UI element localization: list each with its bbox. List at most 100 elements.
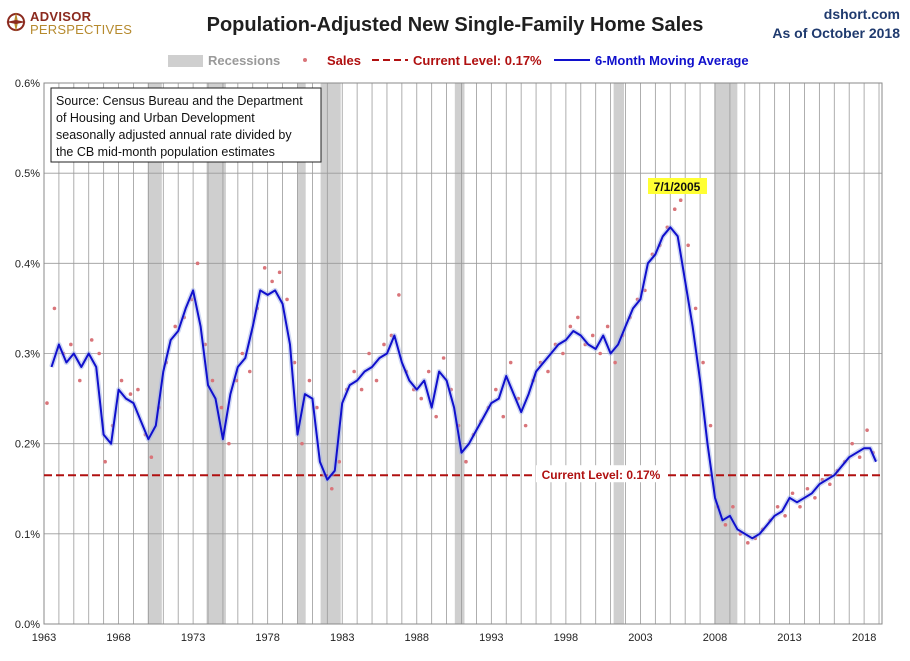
plot-area-border	[43, 82, 883, 625]
sales-point	[300, 441, 304, 446]
source-note: Source: Census Bureau and the Department…	[50, 87, 322, 163]
sales-point	[672, 207, 677, 212]
as-of-date: As of October 2018	[772, 25, 900, 41]
sales-point	[865, 428, 869, 432]
sales-point	[419, 396, 424, 401]
sales-point	[397, 293, 401, 297]
sales-point	[464, 459, 468, 464]
sales-point	[285, 297, 289, 302]
sales-point	[441, 356, 446, 360]
sales-point	[219, 405, 224, 410]
sales-point	[686, 243, 690, 248]
x-tick-label: 1988	[405, 632, 429, 644]
current-level-layer: Current Level: 0.17%	[44, 465, 882, 483]
sales-point	[382, 342, 386, 347]
y-tick-label: 0.2%	[15, 439, 40, 451]
sales-point	[746, 541, 750, 545]
sales-point	[210, 378, 215, 383]
sales-point	[523, 423, 528, 428]
legend-sales-dot	[303, 58, 307, 62]
sales-point	[240, 351, 245, 356]
sales-point	[227, 441, 231, 446]
moving-average-series	[49, 224, 879, 541]
sales-point	[329, 486, 334, 491]
peak-annotation: 7/1/2005	[648, 178, 707, 194]
legend-current-level-label: Current Level: 0.17%	[413, 53, 542, 68]
y-tick-label: 0.1%	[15, 529, 40, 541]
sales-point	[783, 514, 787, 518]
sales-point	[590, 333, 595, 338]
sales-point	[546, 369, 550, 374]
logo-line2: PERSPECTIVES	[30, 22, 133, 37]
sales-point	[790, 491, 795, 496]
sales-point	[352, 369, 356, 374]
y-tick-label: 0.3%	[15, 349, 40, 361]
sales-point	[828, 482, 832, 487]
sales-point	[598, 351, 602, 356]
sales-point	[678, 198, 683, 203]
chart-title: Population-Adjusted New Single-Family Ho…	[206, 14, 704, 36]
source-note-box	[50, 87, 322, 163]
peak-annotation-label: 7/1/2005	[654, 180, 701, 194]
sales-point	[97, 351, 101, 356]
legend-sales-label: Sales	[327, 53, 361, 68]
x-tick-label: 2013	[777, 632, 801, 644]
logo-line1: ADVISOR	[30, 9, 92, 24]
legend-ma-label: 6-Month Moving Average	[595, 53, 749, 68]
x-tick-label: 1983	[330, 632, 354, 644]
sales-point	[568, 324, 573, 329]
x-tick-label: 1978	[255, 632, 279, 644]
sales-point	[69, 342, 73, 347]
x-tick-label: 1973	[181, 632, 205, 644]
sales-point	[128, 392, 133, 396]
x-tick-label: 1968	[106, 632, 130, 644]
compass-icon	[6, 12, 26, 32]
source-line-3: seasonally adjusted annual rate divided …	[56, 128, 292, 142]
sales-point	[119, 378, 124, 383]
advisor-perspectives-logo: ADVISOR PERSPECTIVES	[6, 8, 136, 38]
peak-annotation-bg	[648, 178, 707, 194]
sales-point	[813, 495, 817, 500]
sales-point	[173, 324, 178, 329]
sales-point	[270, 279, 274, 284]
legend: Recessions Sales Current Level: 0.17% 6-…	[168, 53, 749, 68]
sales-point	[605, 324, 610, 329]
site-name[interactable]: dshort.com	[823, 6, 900, 22]
sales-point	[195, 261, 200, 266]
source-line-4: the CB mid-month population estimates	[56, 145, 275, 159]
sales-point	[359, 387, 364, 392]
sales-point	[857, 455, 862, 459]
moving-average-line	[50, 226, 877, 540]
sales-point	[805, 486, 810, 491]
sales-point	[494, 387, 498, 392]
current-level-label-bg	[536, 465, 666, 483]
sales-point	[374, 378, 379, 383]
sales-point	[731, 504, 735, 509]
sales-point	[775, 504, 780, 509]
sales-point	[501, 414, 506, 419]
sales-point	[136, 387, 140, 392]
sales-point	[561, 351, 565, 356]
sales-point	[708, 423, 713, 428]
x-tick-label: 1998	[554, 632, 578, 644]
sales-point	[45, 401, 49, 405]
sales-point	[103, 459, 107, 464]
sales-point	[508, 360, 513, 365]
y-tick-label: 0.4%	[15, 258, 40, 270]
sales-point	[723, 523, 728, 527]
axes: 0.0% 0.1% 0.2% 0.3% 0.4% 0.5% 0.6% 1963 1968 1973…	[15, 78, 876, 644]
x-tick-label: 1993	[479, 632, 503, 644]
x-tick-label: 2018	[852, 632, 876, 644]
legend-recessions-label: Recessions	[208, 53, 280, 68]
sales-point	[247, 369, 252, 374]
sales-point	[434, 414, 438, 419]
sales-point	[77, 378, 82, 383]
sales-point	[307, 378, 312, 383]
sales-point	[277, 270, 282, 275]
sales-point	[798, 504, 802, 509]
sales-point	[701, 360, 705, 365]
current-level-label: Current Level: 0.17%	[542, 468, 661, 482]
x-tick-label: 2008	[703, 632, 727, 644]
sales-point	[89, 338, 94, 342]
